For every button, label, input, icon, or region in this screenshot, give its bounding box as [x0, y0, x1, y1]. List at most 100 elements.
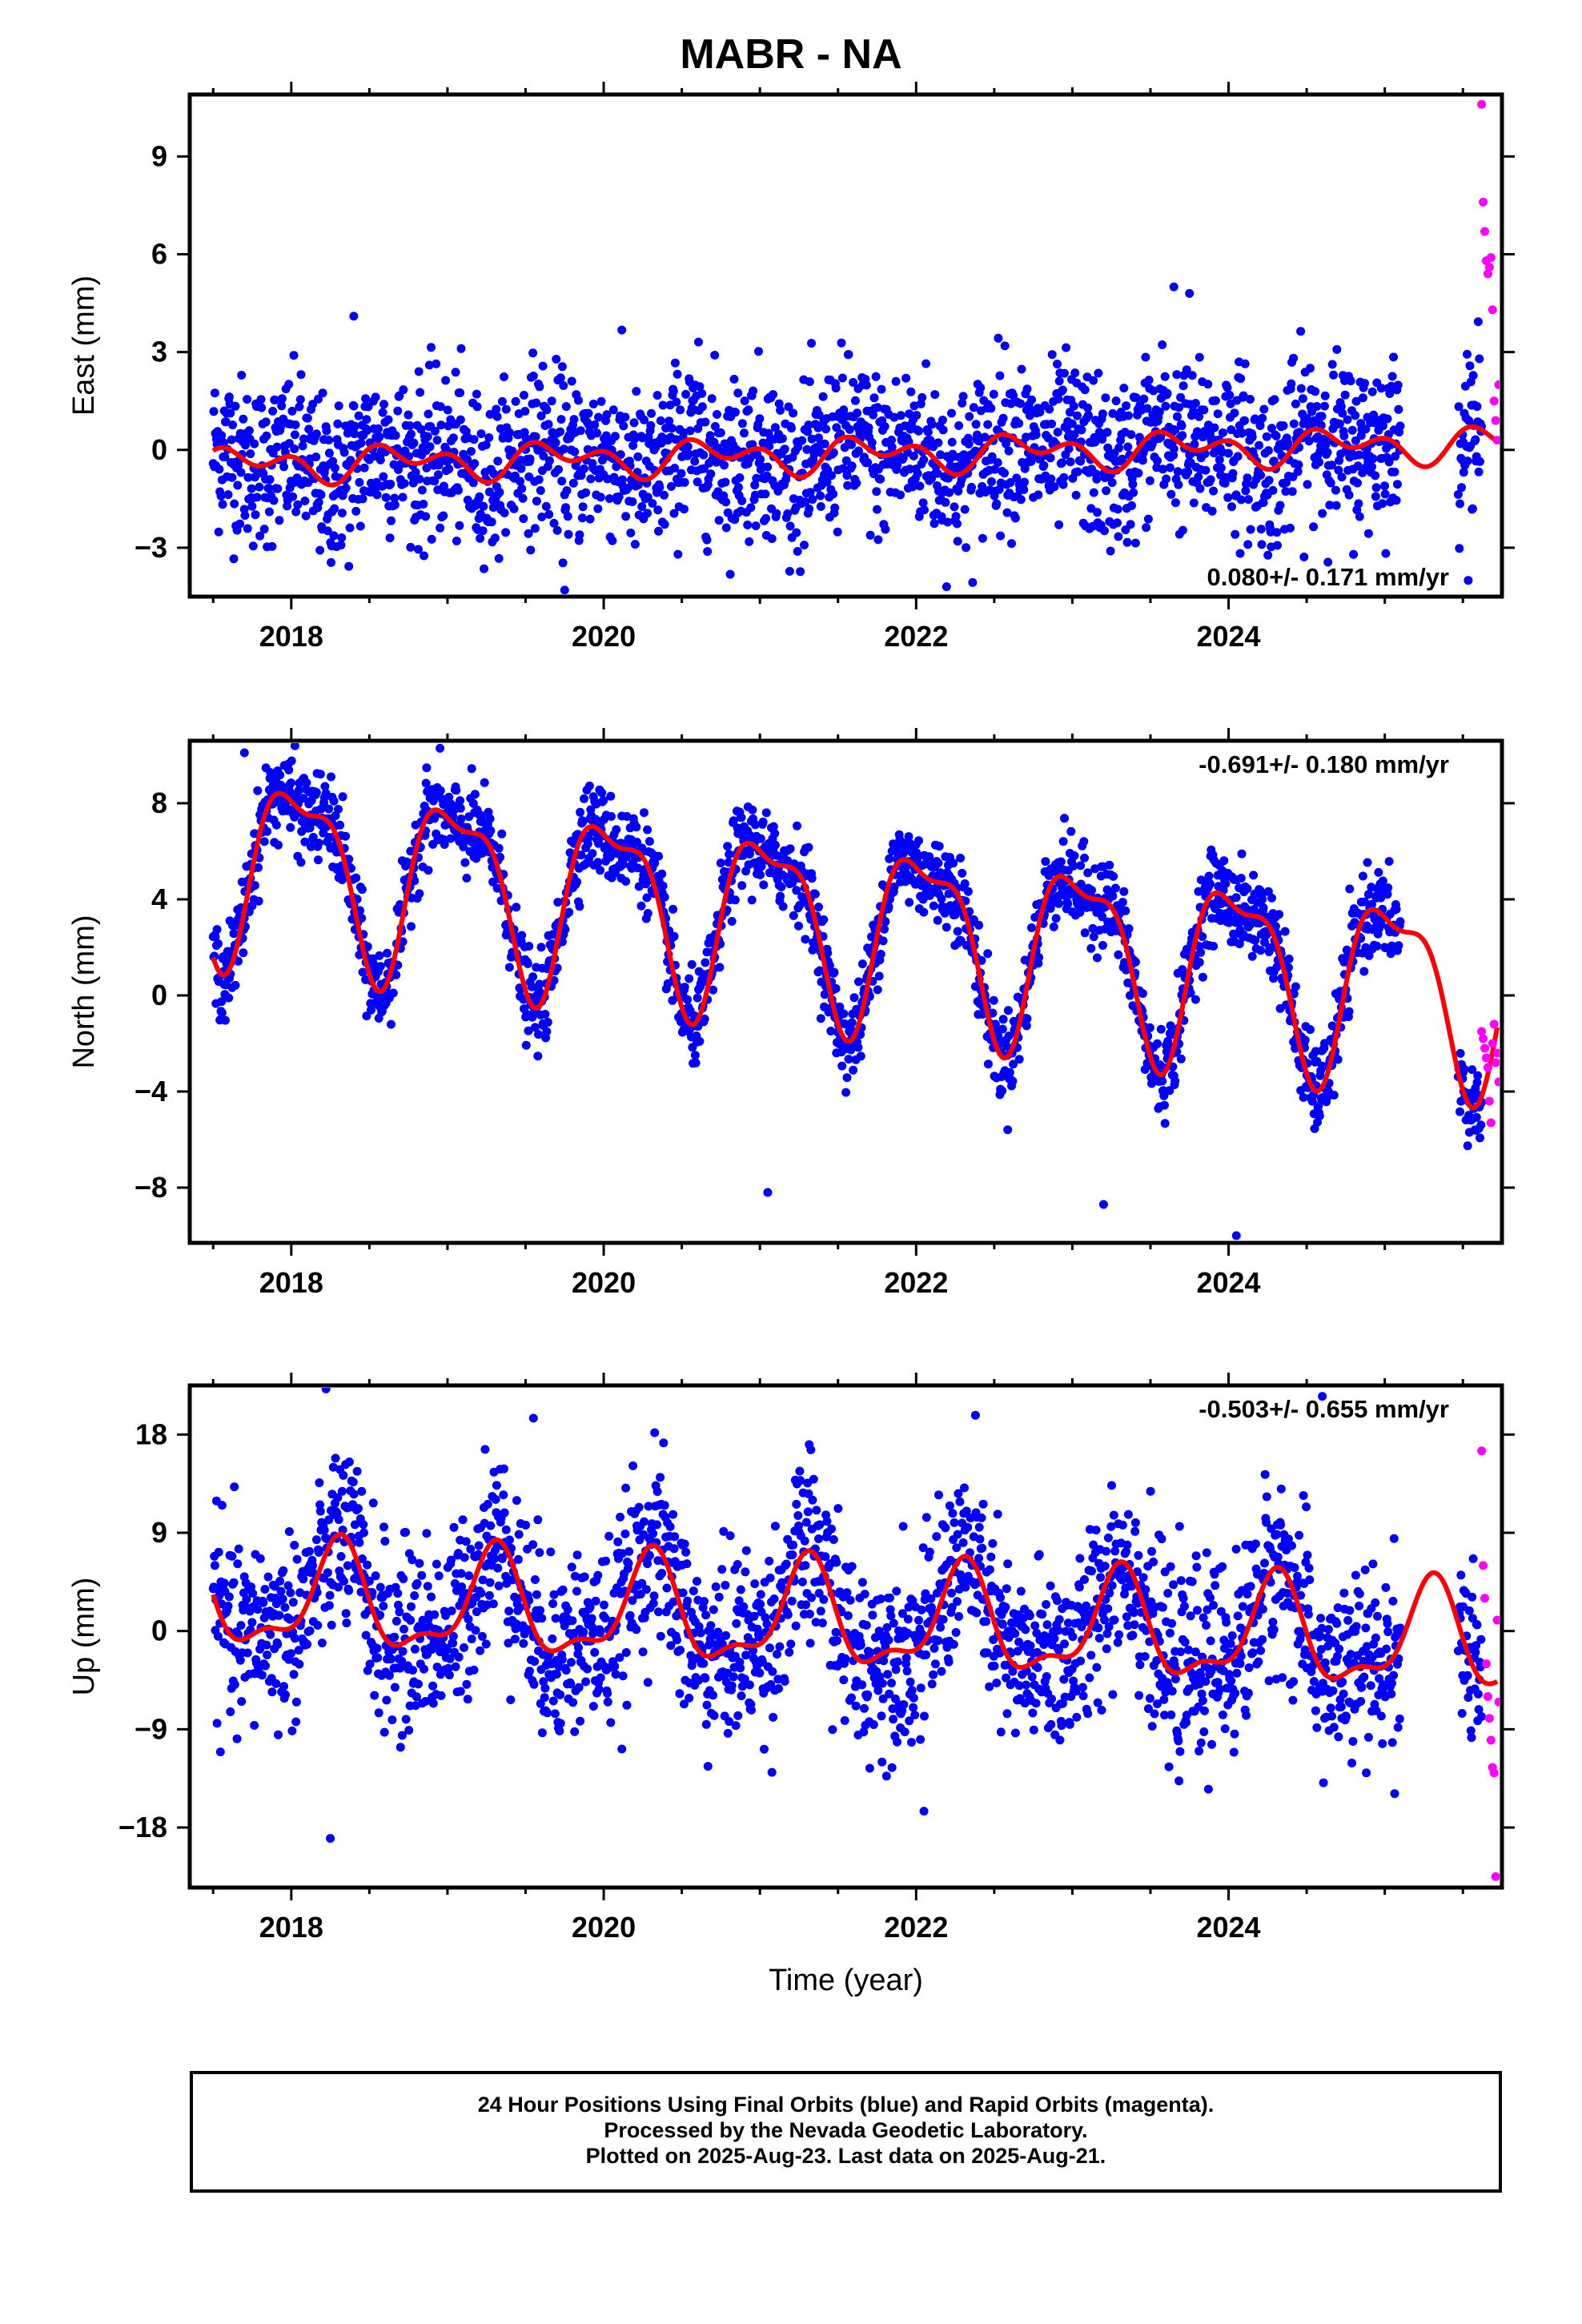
east-final-point — [556, 373, 565, 383]
north-final-point — [1008, 1076, 1018, 1086]
east-final-point — [1272, 528, 1282, 537]
east-final-point — [1334, 465, 1343, 475]
up-final-point — [348, 1478, 358, 1487]
east-final-point — [917, 392, 927, 402]
north-final-point — [421, 778, 431, 788]
east-final-point — [577, 513, 587, 523]
north-final-point — [375, 962, 385, 971]
east-final-point — [1000, 468, 1009, 478]
up-final-point — [308, 1561, 318, 1570]
east-final-point — [1243, 495, 1253, 505]
north-final-point — [640, 808, 648, 818]
up-final-point — [410, 1591, 420, 1600]
up-final-point — [460, 1642, 468, 1652]
east-final-point — [690, 456, 700, 466]
north-final-point — [1251, 935, 1260, 945]
north-final-point — [456, 814, 466, 824]
east-final-point — [556, 427, 565, 436]
north-final-point — [1237, 849, 1247, 858]
north-final-point — [1206, 879, 1215, 889]
east-frame — [187, 92, 1504, 599]
east-final-point — [805, 488, 815, 497]
east-final-point — [681, 389, 691, 399]
north-final-point — [723, 842, 733, 851]
east-final-point — [1335, 419, 1344, 428]
east-final-point — [830, 503, 840, 513]
east-final-point — [998, 413, 1008, 423]
east-final-point — [570, 447, 580, 456]
north-final-point — [1114, 950, 1123, 959]
north-final-point — [725, 850, 734, 859]
north-final-point — [294, 786, 303, 795]
north-final-point — [933, 915, 942, 925]
east-final-point — [1210, 423, 1219, 432]
east-final-point — [656, 416, 665, 425]
east-final-point — [324, 436, 334, 444]
north-final-point — [1374, 867, 1383, 877]
east-final-point — [1073, 411, 1082, 420]
east-final-point — [563, 512, 572, 521]
up-final-point — [342, 1618, 351, 1628]
north-final-point — [642, 893, 652, 903]
east-final-point — [569, 415, 579, 424]
east-final-point — [1016, 495, 1026, 505]
east-final-point — [938, 425, 948, 435]
up-final-point — [461, 1537, 471, 1546]
up-final-point — [417, 1570, 427, 1580]
east-final-point — [906, 387, 916, 396]
east-final-point — [1089, 488, 1098, 497]
east-final-point — [562, 486, 572, 496]
north-rapid-point — [1480, 1043, 1490, 1053]
north-final-point — [1080, 928, 1090, 938]
up-final-point — [344, 1586, 354, 1595]
east-rate-annotation: 0.080+/- 0.171 mm/yr — [1207, 563, 1449, 591]
up-final-point — [311, 1535, 321, 1545]
east-final-point — [621, 512, 631, 521]
east-final-point — [441, 376, 451, 385]
north-final-point — [1472, 1112, 1481, 1122]
east-final-point — [1351, 436, 1360, 445]
east-final-point — [539, 451, 548, 460]
east-final-point — [623, 484, 632, 493]
east-y-tick-label: 9 — [151, 139, 167, 172]
east-final-point — [643, 493, 652, 502]
up-final-point — [394, 1600, 403, 1610]
north-final-point — [634, 882, 644, 891]
east-final-point — [933, 468, 942, 478]
east-final-point — [1129, 488, 1138, 497]
east-final-point — [1169, 450, 1178, 460]
east-final-point — [667, 481, 676, 491]
north-final-point — [1283, 963, 1293, 972]
north-final-point — [1231, 893, 1241, 903]
east-final-point — [275, 516, 284, 525]
up-final-point — [276, 1586, 286, 1596]
north-final-point — [636, 901, 646, 911]
north-final-point — [1367, 899, 1376, 909]
up-final-point — [334, 1515, 343, 1525]
east-final-point — [1371, 471, 1380, 480]
east-final-point — [896, 411, 905, 420]
east-final-point — [873, 505, 881, 514]
east-final-point — [1264, 476, 1274, 485]
north-final-point — [1284, 954, 1294, 963]
east-final-point — [472, 402, 482, 412]
east-final-point — [904, 437, 913, 446]
up-final-point — [214, 1547, 223, 1557]
north-final-point — [769, 822, 778, 831]
east-final-point — [1062, 343, 1071, 352]
north-final-point — [1329, 1091, 1339, 1100]
east-final-point — [422, 463, 432, 472]
north-final-point — [747, 895, 757, 905]
north-final-point — [578, 817, 588, 826]
east-final-point — [339, 448, 349, 457]
north-final-point — [1299, 1092, 1308, 1102]
east-final-point — [1182, 365, 1191, 375]
east-final-point — [421, 512, 431, 521]
east-final-point — [1227, 502, 1236, 512]
up-final-point — [457, 1582, 467, 1591]
east-final-point — [1309, 522, 1319, 532]
east-final-point — [1174, 403, 1184, 412]
east-final-point — [1291, 399, 1300, 408]
east-final-point — [1016, 399, 1026, 408]
north-final-point — [709, 985, 718, 995]
